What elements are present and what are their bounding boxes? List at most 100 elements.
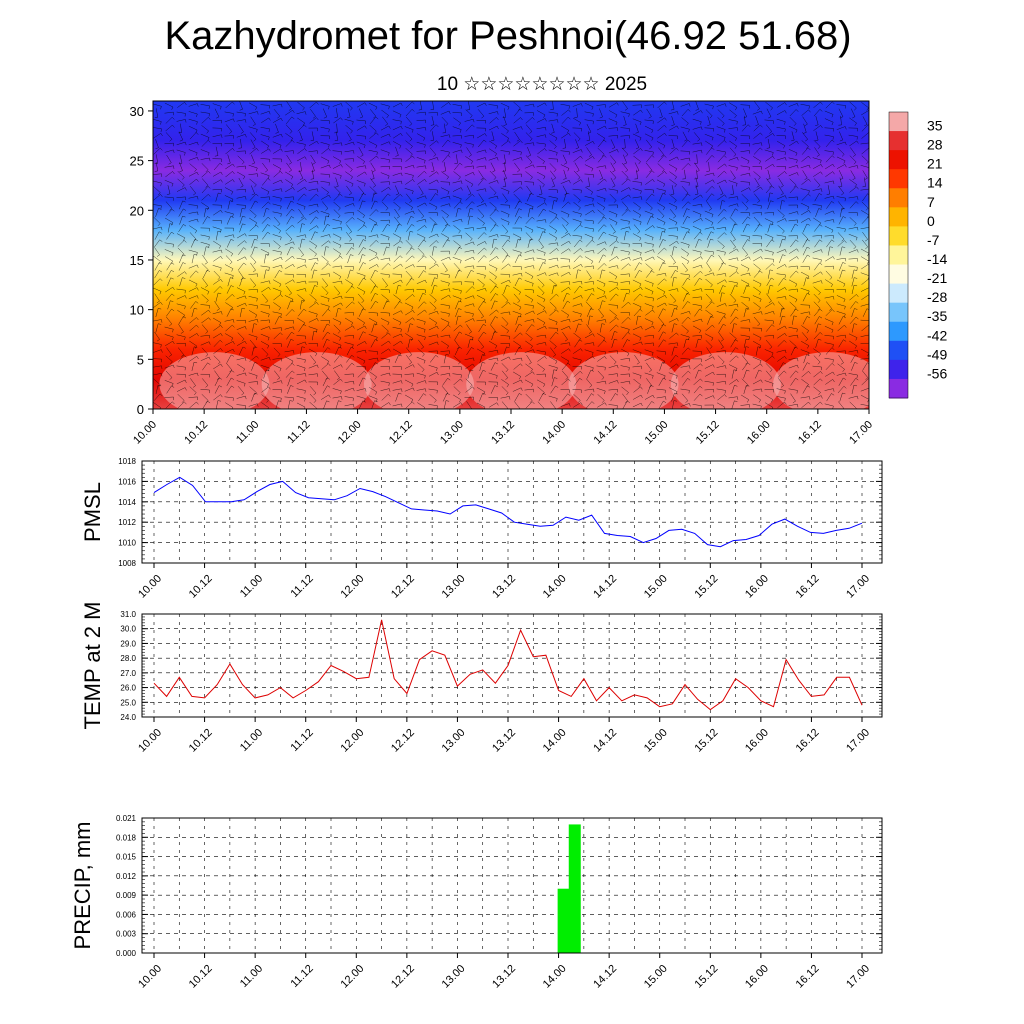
heatmap-y-tick-label: 5 [137,352,144,367]
page-subtitle: 10 ☆☆☆☆☆☆☆☆ 2025 [436,74,648,95]
heatmap-y-tick-label: 25 [130,154,144,169]
heatmap-y-tick-label: 0 [137,402,144,417]
panel-y-axis-label: TEMP at 2 M [80,602,105,730]
heatmap-y-tick-label: 30 [130,104,144,119]
panel-y-tick-label: 1016 [118,477,136,486]
panel-x-tick-label: 14.00 [541,727,569,755]
panel-y-tick-label: 0.003 [116,930,137,939]
colorbar-swatch [889,283,908,304]
panel-y-tick-label: 1018 [118,457,136,466]
heatmap-x-tick-label: 13.00 [438,419,466,447]
heatmap-x-tick-label: 17.00 [847,419,875,447]
panel-y-tick-label: 1010 [118,539,136,548]
colorbar-label: -7 [927,232,940,248]
colorbar-swatch [889,188,908,208]
panel-x-tick-label: 14.12 [591,573,619,601]
panel-x-tick-label: 13.12 [490,963,518,991]
panel-x-tick-label: 13.12 [490,573,518,601]
colorbar-label: 14 [927,175,943,191]
colorbar-label: -56 [927,365,947,381]
colorbar-swatch [889,264,908,285]
colorbar-label: -42 [927,327,947,343]
panel-y-tick-label: 25.0 [120,698,136,707]
panel-x-tick-label: 10.00 [136,573,164,601]
panel-x-tick-label: 16.00 [743,573,771,601]
colorbar-label: 21 [927,156,943,172]
panel-background [142,614,882,717]
panel-x-tick-label: 10.12 [187,573,215,601]
panel-background [142,818,882,953]
panel-y-axis-label: PRECIP, mm [70,822,95,950]
panel-x-tick-label: 15.00 [642,573,670,601]
panel-y-tick-label: 0.021 [116,814,137,823]
colorbar-label: -14 [927,251,947,267]
panel-x-tick-label: 11.00 [238,963,265,990]
panel-background [142,461,882,563]
heatmap-x-tick-label: 10.00 [131,419,159,447]
panel-x-tick-label: 14.00 [541,573,569,601]
heatmap-x-tick-label: 14.12 [591,419,619,447]
surface-warm-cell [261,352,372,409]
series-line-temp-at-2-m [153,619,863,711]
heatmap-x-tick-label: 12.00 [336,419,364,447]
panel-x-tick-label: 14.12 [591,963,619,991]
heatmap-x-tick-label: 16.00 [745,419,773,447]
panel-x-tick-label: 17.00 [844,727,872,755]
panel-x-tick-label: 13.00 [440,727,468,755]
colorbar-label: 0 [927,213,935,229]
series-line-pmsl [153,476,863,548]
colorbar-label: 7 [927,194,935,210]
panel-y-tick-label: 31.0 [120,610,136,619]
precip-bar [568,824,581,953]
colorbar-label: -49 [927,346,947,362]
panel-y-tick-label: 30.0 [120,625,136,634]
panel-y-tick-label: 0.018 [116,833,137,842]
heatmap-y-tick-label: 15 [130,253,144,268]
panel-x-tick-label: 16.00 [743,727,771,755]
panel-y-tick-label: 0.006 [116,910,137,919]
surface-warm-cell [773,352,869,409]
panel-y-axis-label: PMSL [80,482,105,542]
colorbar-frame [888,111,909,399]
panel-frame [141,613,883,718]
heatmap-x-tick-label: 11.00 [234,419,261,446]
panel-x-tick-label: 17.00 [844,573,872,601]
colorbar-label: 28 [927,137,943,153]
panel-1 [141,460,883,568]
heatmap-x-tick-label: 11.12 [285,419,312,446]
surface-warm-cell [159,352,270,409]
panel-x-tick-label: 13.12 [490,727,518,755]
panel-y-tick-label: 27.0 [120,669,136,678]
panel-y-tick-label: 0.012 [116,872,137,881]
panel-x-tick-label: 17.00 [844,963,872,991]
panel-y-tick-label: 0.000 [116,949,137,958]
colorbar-swatch [889,378,908,399]
heatmap-x-tick-label: 13.12 [489,419,517,447]
wind-barbs [153,101,869,409]
panel-x-tick-label: 13.00 [440,573,468,601]
colorbar-swatch [889,169,908,189]
panel-x-tick-label: 12.12 [389,963,417,991]
panel-y-tick-label: 1012 [118,518,136,527]
panel-x-tick-label: 14.12 [591,727,619,755]
colorbar-swatch [889,112,908,132]
panel-y-tick-label: 29.0 [120,639,136,648]
panel-x-tick-label: 12.12 [389,727,417,755]
heatmap-y-tick-label: 10 [130,303,144,318]
panel-y-tick-label: 24.0 [120,713,136,722]
panel-y-tick-label: 26.0 [120,684,136,693]
panel-x-tick-label: 10.12 [187,727,215,755]
panel-x-tick-label: 16.00 [743,963,771,991]
panel-x-tick-label: 15.12 [692,727,720,755]
colorbar-swatch [889,359,908,380]
panel-x-tick-label: 12.12 [389,573,417,601]
panel-x-tick-label: 15.00 [642,727,670,755]
panel-x-tick-label: 11.12 [288,727,315,754]
panel-x-tick-label: 11.12 [288,573,315,600]
colorbar-swatch [889,245,908,266]
colorbar-swatch [889,207,908,227]
panel-x-tick-label: 14.00 [541,963,569,991]
panel-y-tick-label: 28.0 [120,654,136,663]
